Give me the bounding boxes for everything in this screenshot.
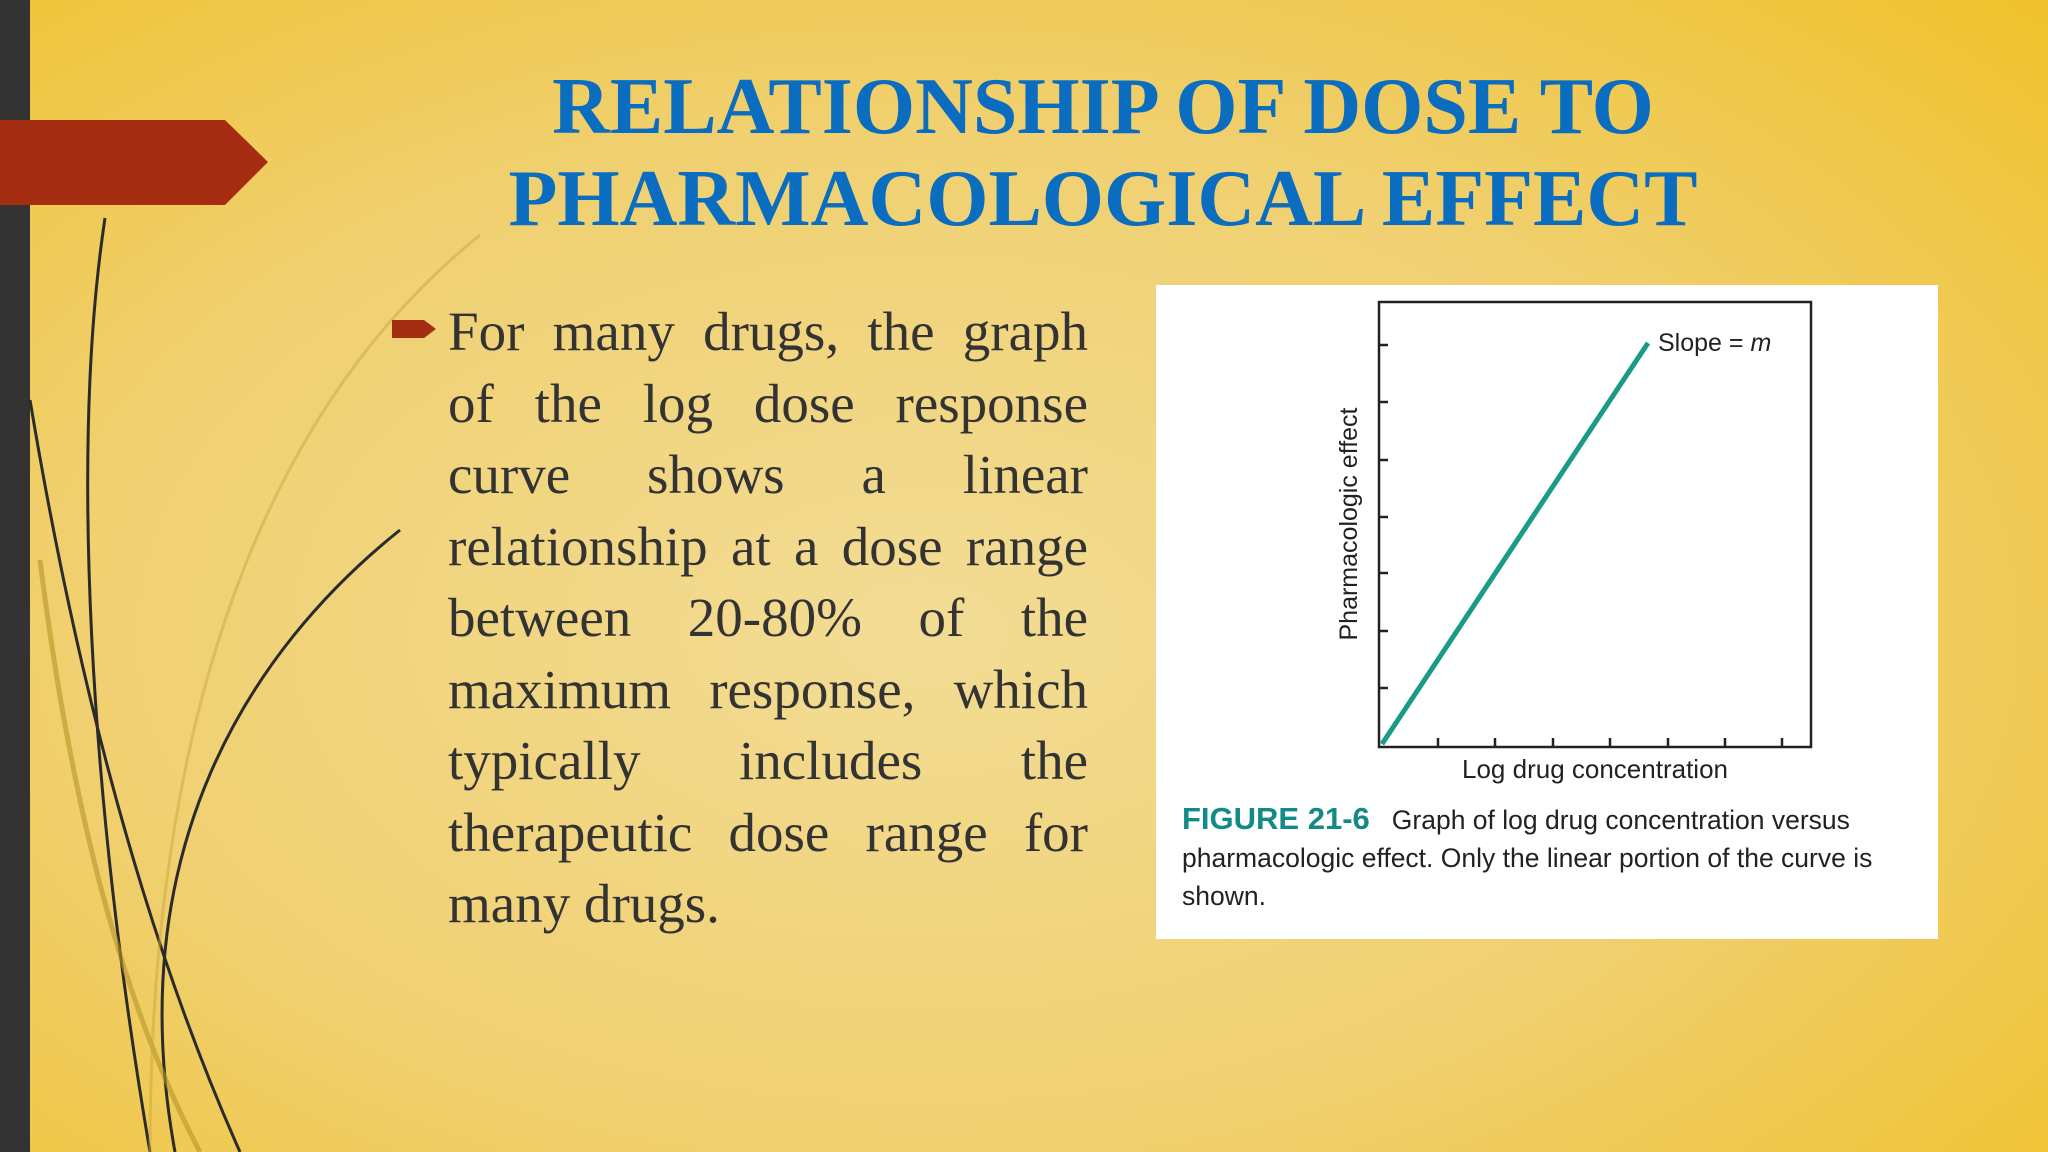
title-line: PHARMACOLOGICAL EFFECT [508,155,1698,243]
figure: Slope = m Pharmacologic effect Log drug … [1156,285,1938,939]
plot-frame [1377,300,1813,749]
y-axis-label: Pharmacologic effect [1335,407,1363,640]
arrow-banner [0,120,268,205]
body-text: For many drugs, the graph of the log dos… [448,301,1088,934]
title-line: RELATIONSHIP OF DOSE TO [552,63,1654,151]
ticks [1379,343,1784,747]
caption-text: Graph of log drug concentration versus p… [1182,805,1873,911]
effect-line [1379,341,1651,746]
slope-label: Slope = m [1658,329,1771,357]
figure-chart: Slope = m Pharmacologic effect Log drug … [1335,300,1813,784]
caption-label: FIGURE 21-6 [1182,801,1370,836]
x-axis-label: Log drug concentration [1462,754,1728,784]
bullet [392,320,436,338]
swooshes [28,217,481,1152]
figure-caption: FIGURE 21-6 Graph of log drug concentrati… [1182,800,1922,915]
